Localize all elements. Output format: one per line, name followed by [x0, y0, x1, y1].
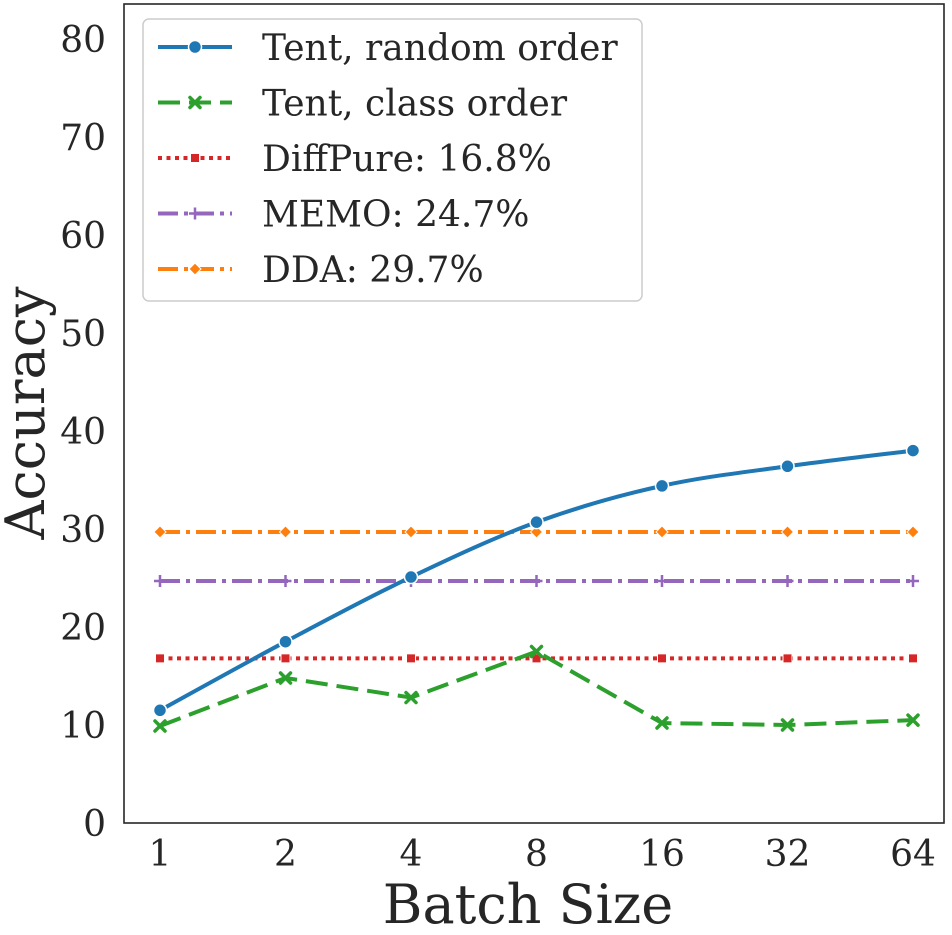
- x-tick-label: 64: [890, 834, 936, 875]
- data-point: [404, 690, 418, 705]
- legend-label: Tent, random order: [262, 28, 618, 69]
- data-point: [529, 514, 544, 530]
- legend-item: DDA: 29.7%: [158, 250, 484, 291]
- legend-marker: [188, 95, 202, 110]
- legend-marker: [188, 262, 202, 276]
- data-point: [780, 459, 795, 474]
- x-tick-label: 16: [639, 834, 685, 875]
- data-point: [906, 713, 920, 727]
- legend-item: MEMO: 24.7%: [158, 195, 529, 236]
- data-point: [280, 653, 291, 664]
- x-tick-label: 2: [274, 834, 297, 875]
- series-4: [153, 525, 920, 539]
- x-tick-label: 1: [149, 834, 172, 875]
- data-point: [152, 703, 168, 718]
- data-point: [654, 478, 670, 494]
- data-point: [906, 525, 920, 539]
- legend-item: Tent, random order: [158, 28, 618, 69]
- legend-label: MEMO: 24.7%: [262, 195, 529, 236]
- x-axis-title: Batch Size: [383, 873, 673, 935]
- data-point: [657, 653, 667, 664]
- data-point: [278, 525, 293, 539]
- y-tick-label: 10: [60, 706, 106, 747]
- y-tick-label: 30: [60, 510, 106, 551]
- legend-label: DDA: 29.7%: [262, 250, 484, 291]
- y-tick-label: 50: [60, 314, 106, 355]
- data-point: [278, 634, 293, 649]
- data-point: [153, 719, 167, 733]
- legend-frame: [142, 18, 643, 302]
- data-point: [908, 653, 918, 664]
- y-tick-label: 80: [60, 20, 106, 61]
- data-point: [781, 574, 794, 587]
- legend-marker: [189, 207, 201, 220]
- data-point: [279, 574, 292, 587]
- y-tick-label: 20: [60, 608, 106, 649]
- y-tick-label: 40: [60, 412, 106, 453]
- data-point: [656, 574, 668, 587]
- data-point: [780, 718, 795, 732]
- y-axis-title: Accuracy: [0, 286, 57, 541]
- legend-marker: [190, 153, 200, 163]
- data-point: [406, 653, 416, 664]
- legend-item: Tent, class order: [158, 84, 568, 125]
- x-axis: 1 2 4 8 16 32 64: [149, 834, 936, 875]
- data-point: [780, 525, 795, 539]
- data-point: [782, 653, 793, 664]
- series-0: [152, 443, 921, 718]
- x-tick-label: 32: [765, 834, 811, 875]
- data-point: [529, 525, 544, 539]
- data-point: [278, 671, 293, 685]
- legend: Tent, random order Tent, class order DiffP…: [142, 18, 643, 302]
- y-tick-label: 0: [83, 804, 106, 845]
- series-1: [153, 644, 920, 733]
- legend-label: Tent, class order: [262, 84, 568, 125]
- data-point: [403, 569, 419, 585]
- data-point: [655, 716, 669, 730]
- data-point: [529, 644, 544, 659]
- data-point: [155, 653, 165, 664]
- y-axis: 0 10 20 30 40 50 60 70 80: [60, 20, 106, 845]
- legend-label: DiffPure: 16.8%: [262, 139, 552, 180]
- x-tick-label: 4: [400, 834, 423, 875]
- legend-marker: [187, 39, 203, 55]
- data-point: [530, 574, 543, 587]
- legend-item: DiffPure: 16.8%: [158, 139, 552, 180]
- data-point: [154, 574, 166, 587]
- y-tick-label: 60: [60, 216, 106, 257]
- y-tick-label: 70: [60, 118, 106, 159]
- data-point: [907, 574, 919, 587]
- x-tick-label: 8: [525, 834, 548, 875]
- data-point: [905, 443, 921, 458]
- data-point: [153, 525, 167, 539]
- data-point: [404, 525, 418, 539]
- series-layer: [152, 443, 921, 733]
- data-point: [655, 525, 669, 539]
- series-2: [155, 653, 918, 664]
